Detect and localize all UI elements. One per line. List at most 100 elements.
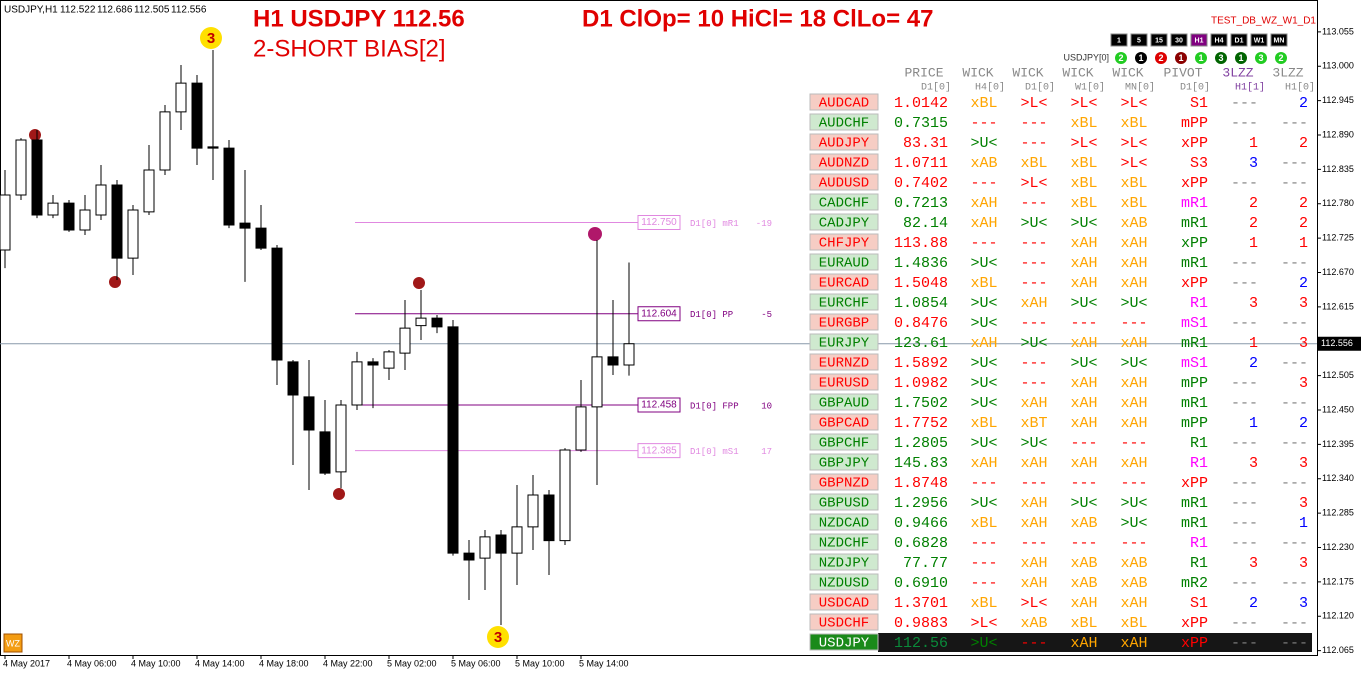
symbol[interactable]: AUDCAD: [819, 96, 869, 112]
symbol[interactable]: EURCHF: [819, 296, 869, 312]
symbol[interactable]: GBPCHF: [819, 436, 869, 452]
symbol-box[interactable]: [809, 133, 879, 151]
symbol-box[interactable]: [809, 313, 879, 331]
timeframe-button[interactable]: [1150, 33, 1168, 47]
symbol-box[interactable]: [809, 473, 879, 491]
ohlc-close: 112.556: [171, 5, 207, 16]
symbol-box[interactable]: [809, 413, 879, 431]
symbol-box[interactable]: [809, 293, 879, 311]
table-cell: ---: [1231, 535, 1258, 552]
symbol-box[interactable]: [809, 353, 879, 371]
timeframe-label[interactable]: D1: [1235, 37, 1244, 44]
column-title: WICK: [1112, 65, 1143, 80]
table-cell: >U<: [970, 315, 997, 332]
symbol-box[interactable]: [809, 593, 879, 611]
symbol[interactable]: NZDUSD: [819, 576, 869, 592]
candle-body: [543, 494, 555, 542]
symbol[interactable]: EURUSD: [819, 376, 869, 392]
y-tick-label: 113.000: [1322, 61, 1354, 71]
column-timeframe: H4[0]: [975, 82, 1005, 94]
y-tick-label: 112.120: [1322, 611, 1354, 621]
table-cell: ---: [1281, 575, 1308, 592]
table-cell: 3: [1299, 295, 1308, 312]
symbol-box[interactable]: [809, 553, 879, 571]
symbol-box[interactable]: [809, 233, 879, 251]
symbol[interactable]: EURAUD: [819, 256, 869, 272]
timeframe-label[interactable]: W1: [1254, 37, 1265, 44]
table-cell: ---: [1231, 275, 1258, 292]
timeframe-button[interactable]: [1250, 33, 1268, 47]
symbol[interactable]: CADCHF: [819, 196, 869, 212]
timeframe-label[interactable]: H1: [1195, 37, 1204, 44]
symbol-box[interactable]: [809, 193, 879, 211]
symbol[interactable]: GBPCAD: [819, 416, 869, 432]
timeframe-button[interactable]: [1190, 33, 1208, 47]
symbol[interactable]: GBPJPY: [819, 456, 870, 472]
symbol-box[interactable]: [809, 513, 879, 531]
symbol-box[interactable]: [809, 153, 879, 171]
symbol[interactable]: AUDUSD: [819, 176, 869, 192]
symbol[interactable]: NZDCHF: [819, 536, 869, 552]
symbol-box[interactable]: [809, 493, 879, 511]
column-timeframe: W1[0]: [1075, 82, 1105, 94]
symbol-box[interactable]: [809, 273, 879, 291]
timeframe-label[interactable]: 15: [1155, 37, 1163, 44]
table-cell: 1: [1249, 335, 1258, 352]
symbol[interactable]: EURNZD: [819, 356, 869, 372]
symbol-box[interactable]: [809, 333, 879, 351]
column-timeframe: D1[0]: [1180, 82, 1210, 94]
symbol-box[interactable]: [809, 253, 879, 271]
table-cell: ---: [1281, 615, 1308, 632]
timeframe-label[interactable]: H4: [1215, 37, 1224, 44]
timeframe-button[interactable]: [1270, 33, 1288, 47]
symbol[interactable]: AUDJPY: [819, 136, 870, 152]
symbol[interactable]: AUDNZD: [819, 156, 869, 172]
symbol-box[interactable]: [809, 93, 879, 111]
symbol[interactable]: NZDCAD: [819, 516, 869, 532]
symbol[interactable]: CHFJPY: [819, 236, 870, 252]
symbol[interactable]: AUDCHF: [819, 116, 869, 132]
symbol-box[interactable]: [809, 453, 879, 471]
timeframe-button[interactable]: [1110, 33, 1128, 47]
table-cell: ---: [1231, 255, 1258, 272]
symbol-box[interactable]: [809, 373, 879, 391]
symbol-box[interactable]: [809, 633, 879, 651]
symbol-box[interactable]: [809, 433, 879, 451]
symbol[interactable]: GBPNZD: [819, 476, 869, 492]
table-cell: >L<: [1120, 135, 1147, 152]
symbol[interactable]: CADJPY: [819, 216, 870, 232]
table-cell: ---: [1120, 315, 1147, 332]
timeframe-button[interactable]: [1170, 33, 1188, 47]
symbol[interactable]: USDCAD: [819, 596, 869, 612]
symbol-box[interactable]: [809, 613, 879, 631]
symbol-box[interactable]: [809, 173, 879, 191]
table-cell: xBL: [1120, 175, 1147, 192]
timeframe-button[interactable]: [1210, 33, 1228, 47]
symbol[interactable]: USDJPY: [819, 636, 870, 652]
title: H1 USDJPY 112.56: [253, 5, 465, 32]
table-cell: xAH: [1020, 515, 1047, 532]
table-cell: >U<: [970, 255, 997, 272]
symbol-box[interactable]: [809, 533, 879, 551]
timeframe-button[interactable]: [1230, 33, 1248, 47]
candle-body: [287, 361, 299, 396]
symbol[interactable]: GBPAUD: [819, 396, 869, 412]
table-cell: ---: [1070, 475, 1097, 492]
timeframe-label[interactable]: 5: [1137, 37, 1141, 44]
symbol[interactable]: USDCHF: [819, 616, 869, 632]
symbol[interactable]: EURCAD: [819, 276, 869, 292]
symbol-box[interactable]: [809, 573, 879, 591]
timeframe-button[interactable]: [1130, 33, 1148, 47]
symbol-box[interactable]: [809, 113, 879, 131]
symbol[interactable]: NZDJPY: [819, 556, 870, 572]
timeframe-label[interactable]: 1: [1117, 37, 1121, 44]
table-cell: 1.2956: [894, 495, 948, 512]
timeframe-label[interactable]: MN: [1274, 37, 1285, 44]
symbol[interactable]: EURJPY: [819, 336, 870, 352]
symbol-box[interactable]: [809, 393, 879, 411]
symbol-box[interactable]: [809, 213, 879, 231]
level-offset: 17: [761, 447, 772, 457]
symbol[interactable]: GBPUSD: [819, 496, 869, 512]
symbol[interactable]: EURGBP: [819, 316, 869, 332]
timeframe-label[interactable]: 30: [1175, 37, 1183, 44]
